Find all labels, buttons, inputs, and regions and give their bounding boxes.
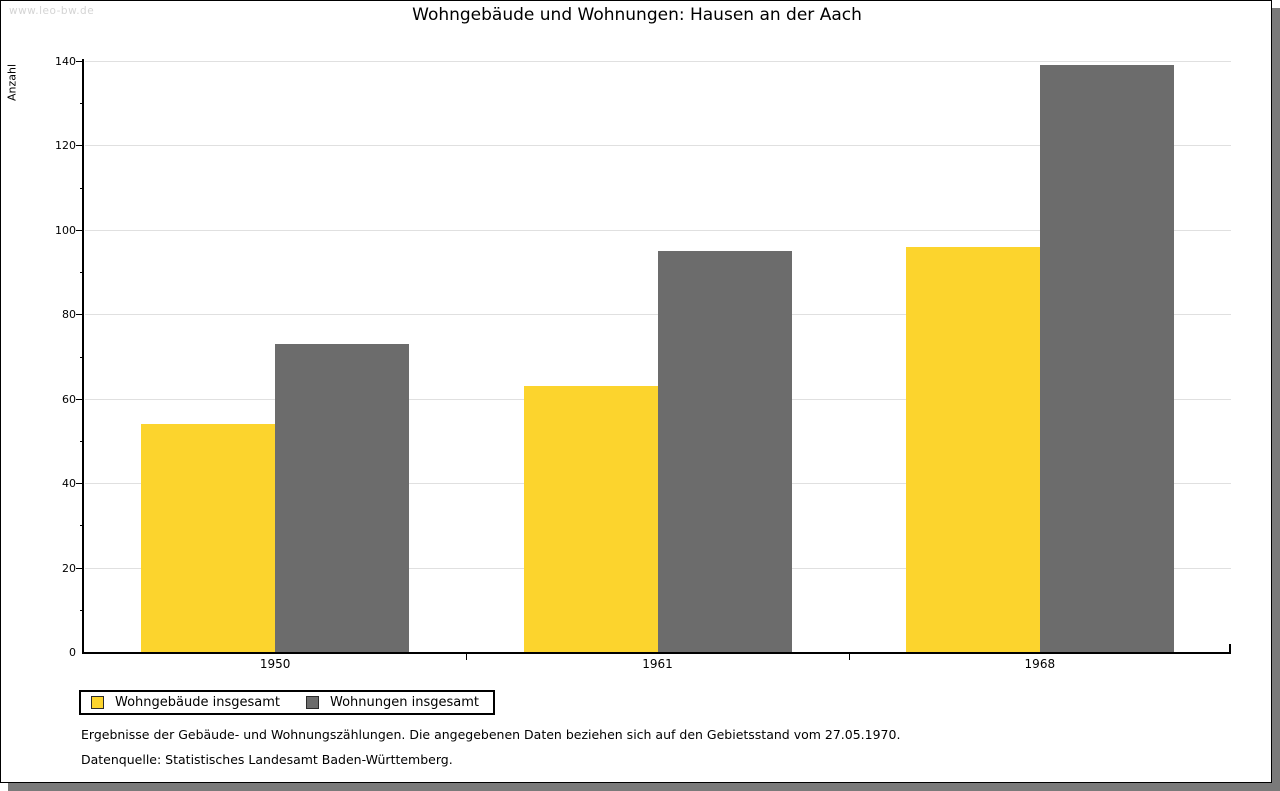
footnote-datenquelle: Datenquelle: Statistisches Landesamt Bad… <box>81 752 453 767</box>
legend-item-wohnungen: Wohnungen insgesamt <box>306 695 479 710</box>
y-axis-label: Anzahl <box>5 63 19 102</box>
y-major-tick <box>76 314 84 316</box>
chart-title: Wohngebäude und Wohnungen: Hausen an der… <box>412 5 862 25</box>
bar-wohnungen-1961 <box>657 250 792 652</box>
x-boundary-tick <box>466 654 468 660</box>
legend-label: Wohngebäude insgesamt <box>115 695 280 710</box>
legend-label: Wohnungen insgesamt <box>330 695 479 710</box>
y-major-tick <box>76 567 84 569</box>
y-tick-label: 80 <box>62 308 76 322</box>
legend: Wohngebäude insgesamt Wohnungen insgesam… <box>79 690 495 715</box>
y-axis-line <box>82 59 84 654</box>
frame-shadow-bottom <box>8 783 1280 791</box>
gridline <box>85 229 1231 231</box>
y-tick-label: 120 <box>55 139 76 153</box>
footnote-gebietsstand: Ergebnisse der Gebäude- und Wohnungszähl… <box>81 727 901 742</box>
watermark: www.leo-bw.de <box>9 5 95 17</box>
x-tick-label: 1968 <box>1024 657 1056 671</box>
gridline <box>85 61 1231 62</box>
bar-wohnungen-1950 <box>275 343 410 652</box>
y-major-tick <box>76 398 84 400</box>
x-axis-line <box>82 652 1231 654</box>
x-axis-endcap <box>1229 644 1231 652</box>
bar-wohnungen-1968 <box>1039 65 1174 652</box>
x-tick-label: 1950 <box>259 657 291 671</box>
y-tick-label: 140 <box>55 55 76 68</box>
gridline <box>85 145 1231 147</box>
y-tick-label: 100 <box>55 223 76 237</box>
y-tick-label: 40 <box>62 477 76 491</box>
y-major-tick <box>76 229 84 231</box>
y-major-tick <box>76 145 84 147</box>
bar-wohngebäude-1961 <box>523 386 658 652</box>
y-tick-label: 60 <box>62 392 76 406</box>
legend-swatch-yellow-icon <box>91 696 104 709</box>
frame-shadow-right <box>1272 8 1280 791</box>
y-tick-label: 0 <box>69 646 76 659</box>
y-major-tick <box>76 61 84 62</box>
x-boundary-tick <box>848 654 850 660</box>
y-tick-label: 20 <box>62 561 76 575</box>
x-tick-label: 1961 <box>642 657 673 671</box>
legend-swatch-gray-icon <box>306 696 319 709</box>
y-major-tick <box>76 483 84 485</box>
bar-wohngebäude-1968 <box>905 246 1040 652</box>
bar-wohngebäude-1950 <box>141 424 276 652</box>
legend-item-wohngebaeude: Wohngebäude insgesamt <box>91 695 280 710</box>
